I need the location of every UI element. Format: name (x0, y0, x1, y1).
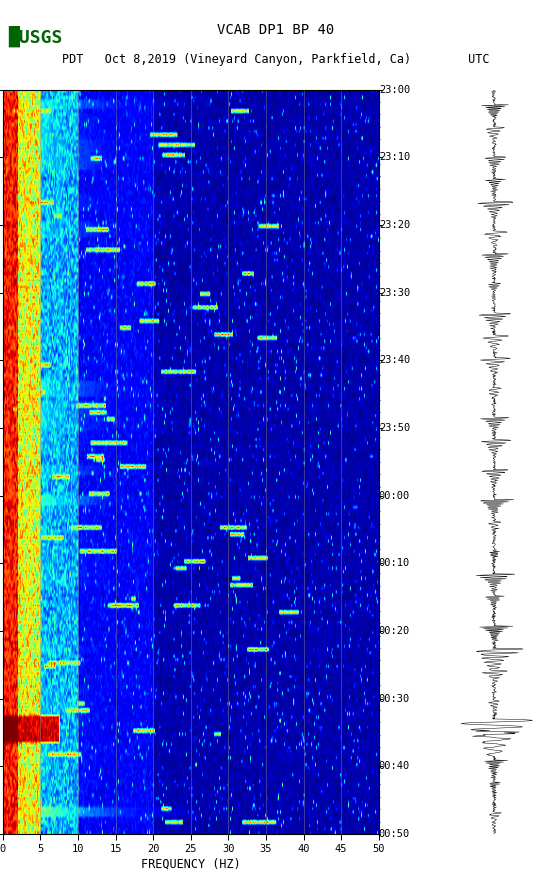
Text: 23:30: 23:30 (379, 287, 410, 298)
Text: 23:50: 23:50 (379, 423, 410, 433)
Text: 23:00: 23:00 (379, 85, 410, 95)
Text: 00:50: 00:50 (379, 829, 410, 839)
Text: 00:00: 00:00 (379, 491, 410, 500)
Text: 23:20: 23:20 (379, 220, 410, 230)
Text: █USGS: █USGS (8, 26, 62, 47)
X-axis label: FREQUENCY (HZ): FREQUENCY (HZ) (141, 857, 241, 871)
Text: 00:10: 00:10 (379, 558, 410, 568)
Text: VCAB DP1 BP 40: VCAB DP1 BP 40 (217, 23, 335, 37)
Text: 00:20: 00:20 (379, 626, 410, 636)
Text: 00:40: 00:40 (379, 762, 410, 772)
Text: 23:40: 23:40 (379, 355, 410, 366)
Text: PDT   Oct 8,2019 (Vineyard Canyon, Parkfield, Ca)        UTC: PDT Oct 8,2019 (Vineyard Canyon, Parkfie… (62, 53, 490, 66)
Text: 23:10: 23:10 (379, 153, 410, 162)
Text: 00:30: 00:30 (379, 694, 410, 704)
